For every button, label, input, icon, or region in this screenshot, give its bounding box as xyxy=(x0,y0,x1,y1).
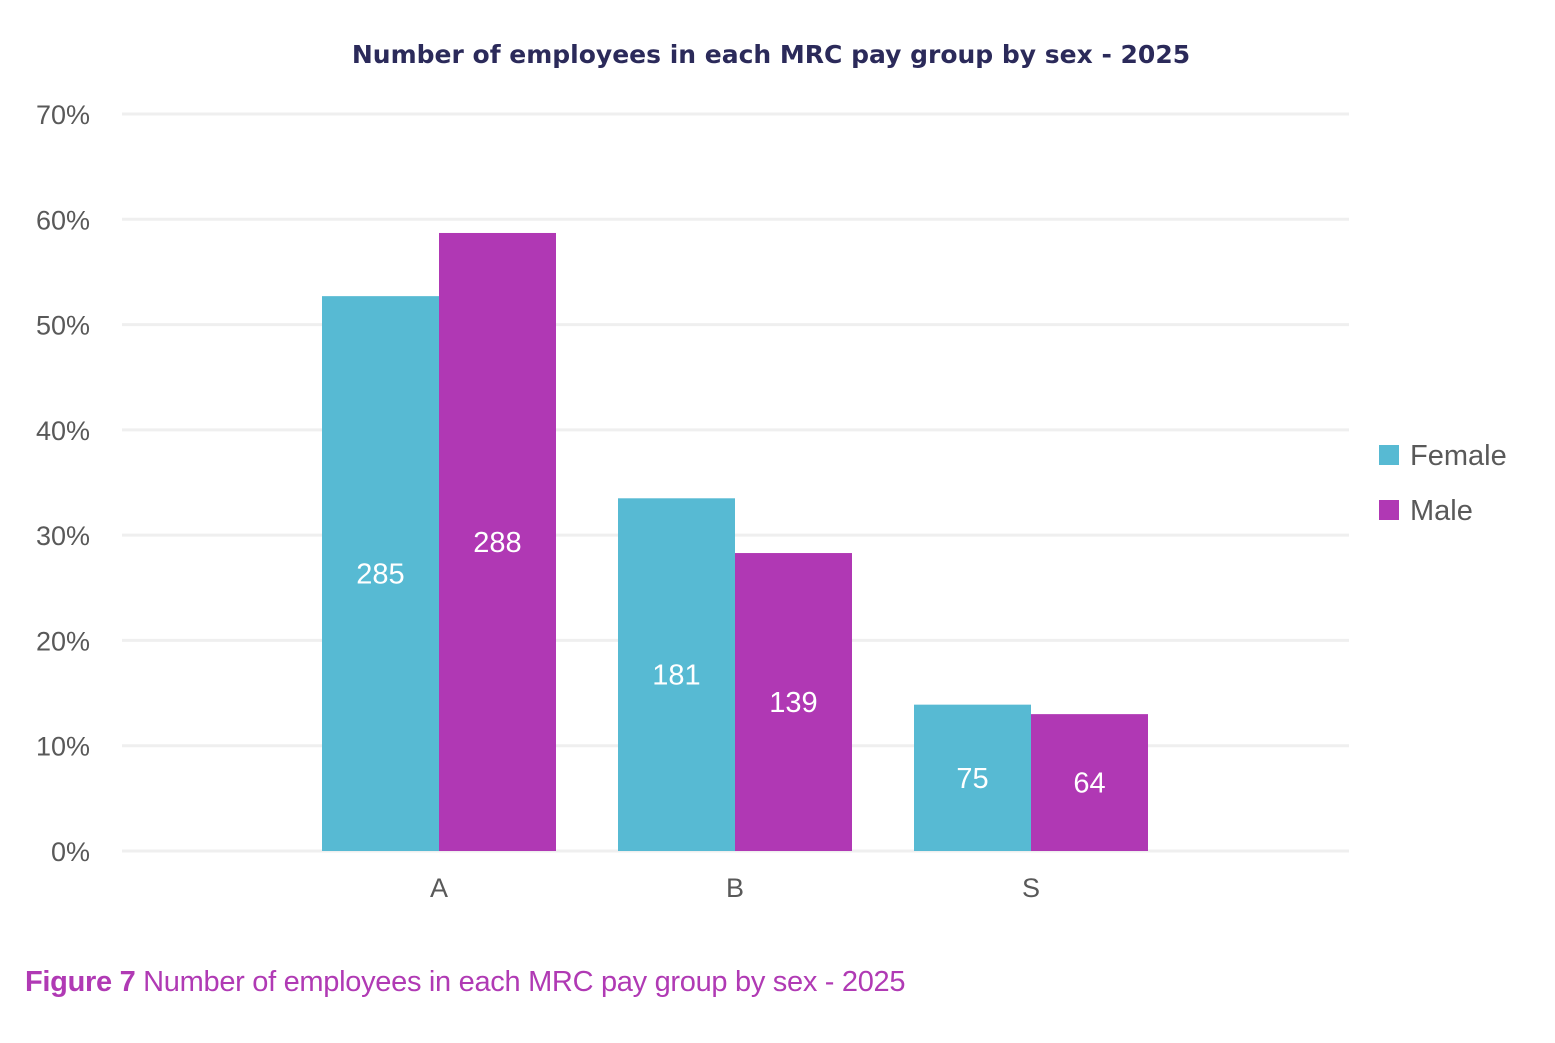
legend: Female Male xyxy=(1379,440,1507,527)
y-axis-ticks: 0% 10% 20% 30% 40% 50% 60% 70% xyxy=(36,100,90,867)
y-tick-label: 20% xyxy=(36,626,90,656)
data-label: 139 xyxy=(769,687,817,719)
bars xyxy=(322,232,1148,852)
data-label: 181 xyxy=(652,660,700,692)
y-tick-label: 70% xyxy=(36,100,90,130)
data-label: 64 xyxy=(1073,768,1105,800)
data-label: 288 xyxy=(473,527,521,559)
bar-female-b xyxy=(618,498,735,851)
y-tick-label: 60% xyxy=(36,205,90,235)
legend-swatch-female xyxy=(1379,445,1399,465)
legend-label-female: Female xyxy=(1410,440,1507,472)
bar-female-a xyxy=(322,296,439,851)
x-tick-label: S xyxy=(1022,873,1040,903)
figure-caption: Figure 7 Number of employees in each MRC… xyxy=(25,966,906,999)
x-tick-label: A xyxy=(430,873,448,903)
data-labels: 285 288 181 139 75 64 xyxy=(356,527,1105,800)
y-tick-label: 0% xyxy=(51,837,90,867)
legend-label-male: Male xyxy=(1410,495,1473,527)
bar-male-s xyxy=(1031,714,1148,851)
bar-male-a xyxy=(439,232,556,852)
data-label: 285 xyxy=(356,559,404,591)
y-tick-label: 30% xyxy=(36,521,90,551)
chart-title: Number of employees in each MRC pay grou… xyxy=(352,40,1190,69)
y-tick-label: 40% xyxy=(36,416,90,446)
figure-caption-text: Number of employees in each MRC pay grou… xyxy=(135,966,906,998)
data-label: 75 xyxy=(956,763,988,795)
y-tick-label: 10% xyxy=(36,732,90,762)
legend-swatch-male xyxy=(1379,500,1399,520)
x-tick-label: B xyxy=(726,873,744,903)
bar-female-s xyxy=(914,704,1031,851)
figure-label: Figure 7 xyxy=(25,966,136,998)
y-tick-label: 50% xyxy=(36,311,90,341)
bar-male-b xyxy=(735,553,852,851)
